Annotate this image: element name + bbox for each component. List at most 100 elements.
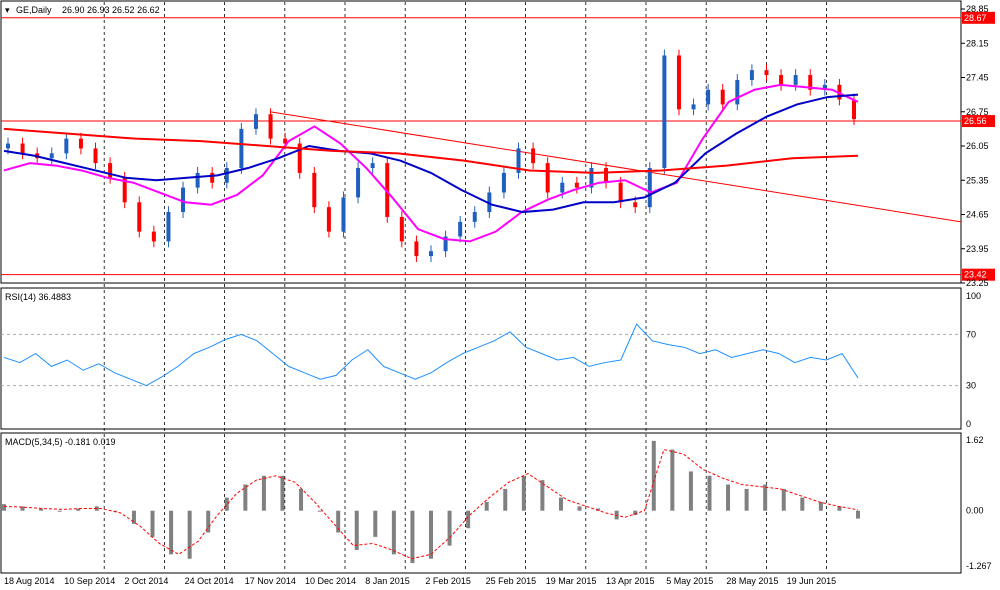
macd-label: MACD(5,34,5) -0.181 0.019	[5, 437, 116, 447]
trend-line[interactable]	[269, 111, 962, 223]
candle-body	[137, 202, 142, 232]
macd-bar	[2, 504, 6, 511]
macd-tick-label: -1.267	[966, 561, 992, 571]
y-tick-label: 26.05	[966, 141, 989, 151]
macd-bar	[20, 506, 25, 511]
macd-bar	[169, 510, 174, 555]
y-tick-label: 24.65	[966, 210, 989, 220]
candle-body	[589, 168, 594, 188]
price-level-label: 28.67	[964, 13, 987, 23]
candle-body	[429, 251, 433, 257]
price-level-label: 26.56	[964, 116, 987, 126]
candle-body	[720, 89, 725, 105]
rsi-tick-label: 100	[966, 291, 981, 301]
x-tick-label: 28 May 2015	[726, 576, 778, 586]
candle-body	[822, 84, 827, 90]
rsi-label: RSI(14) 36.4883	[5, 292, 71, 302]
symbol-label: GE,Daily	[16, 5, 52, 15]
candle-body	[472, 212, 477, 222]
macd-bar	[744, 488, 749, 511]
macd-bar	[429, 510, 433, 559]
ma-mid-line	[3, 93, 859, 214]
macd-bar	[651, 440, 656, 511]
candle-body	[122, 177, 127, 203]
candle-body	[706, 89, 711, 105]
x-tick-label: 10 Dec 2014	[305, 576, 356, 586]
x-tick-label: 5 May 2015	[666, 576, 713, 586]
candle-body	[224, 168, 229, 183]
candle-body	[501, 172, 506, 193]
macd-bar	[521, 475, 526, 511]
y-tick-label: 25.35	[966, 175, 989, 185]
y-tick-label: 27.45	[966, 73, 989, 83]
candle-body	[312, 172, 317, 208]
candle-body	[326, 207, 331, 232]
dropdown-triangle-icon[interactable]: ▾	[5, 5, 10, 15]
candle-body	[151, 231, 156, 242]
moving-averages	[3, 83, 859, 243]
candle-body	[297, 143, 302, 173]
price-level-lines: 28.67 26.56 23.42	[1, 11, 995, 281]
chart-header: ▾ GE,Daily 26.90 26.93 26.52 26.62	[5, 5, 160, 15]
macd-bar	[391, 510, 396, 555]
macd-bar	[447, 510, 452, 546]
macd-tick-label: 1.62	[966, 435, 984, 445]
macd-bar	[558, 497, 563, 511]
macd-bar	[763, 484, 768, 511]
macd-bar	[596, 508, 601, 511]
candle-body	[779, 75, 784, 85]
macd-bar	[280, 475, 285, 511]
macd-bar	[150, 510, 155, 537]
macd-bar	[410, 510, 415, 564]
rsi-y-axis: 100 70 30 0	[966, 291, 981, 429]
candle-body	[676, 55, 681, 110]
y-tick-label: 23.25	[966, 278, 989, 288]
macd-bar	[299, 488, 304, 511]
macd-bar	[577, 506, 582, 511]
candle-body	[283, 138, 288, 144]
macd-bar	[113, 510, 118, 512]
macd-bar	[261, 475, 266, 511]
macd-bar	[39, 508, 44, 511]
candle-body	[414, 241, 419, 257]
macd-tick-label: 0.00	[966, 506, 984, 516]
price-level-tag	[962, 115, 995, 128]
macd-panel[interactable]	[0, 432, 962, 574]
x-tick-label: 19 Jun 2015	[787, 576, 837, 586]
ma-fast-line	[3, 83, 859, 243]
candle-body	[93, 148, 98, 164]
candle-body	[662, 55, 667, 169]
macd-bar	[206, 510, 211, 533]
candle-body	[356, 168, 361, 198]
candle-body	[166, 212, 171, 242]
macd-bar	[837, 506, 842, 511]
macd-bar	[76, 508, 81, 511]
candle-body	[458, 221, 463, 237]
vertical-grid	[103, 2, 827, 572]
candle-body	[560, 182, 565, 193]
x-tick-label: 19 Mar 2015	[546, 576, 597, 586]
candle-body	[253, 114, 258, 129]
candle-body	[531, 148, 536, 164]
price-panel[interactable]	[0, 0, 962, 284]
candle-body	[108, 163, 113, 178]
x-tick-label: 2 Feb 2015	[425, 576, 471, 586]
candle-body	[574, 182, 579, 188]
x-tick-label: 10 Sep 2014	[64, 576, 115, 586]
candle-body	[516, 148, 521, 173]
x-tick-label: 25 Feb 2015	[486, 576, 537, 586]
macd-signal-line	[3, 449, 859, 560]
rsi-line	[3, 323, 859, 387]
candle-body	[443, 236, 448, 252]
candle-body	[749, 70, 754, 80]
macd-bar	[243, 484, 248, 511]
x-tick-label: 18 Aug 2014	[4, 576, 55, 586]
macd-bar	[224, 497, 229, 511]
rsi-panel[interactable]	[0, 287, 962, 430]
candle-body	[487, 192, 492, 213]
candle-body	[370, 163, 375, 169]
macd-bar	[707, 475, 712, 511]
ma-slow-line	[3, 127, 859, 174]
rsi-tick-label: 30	[966, 381, 976, 391]
